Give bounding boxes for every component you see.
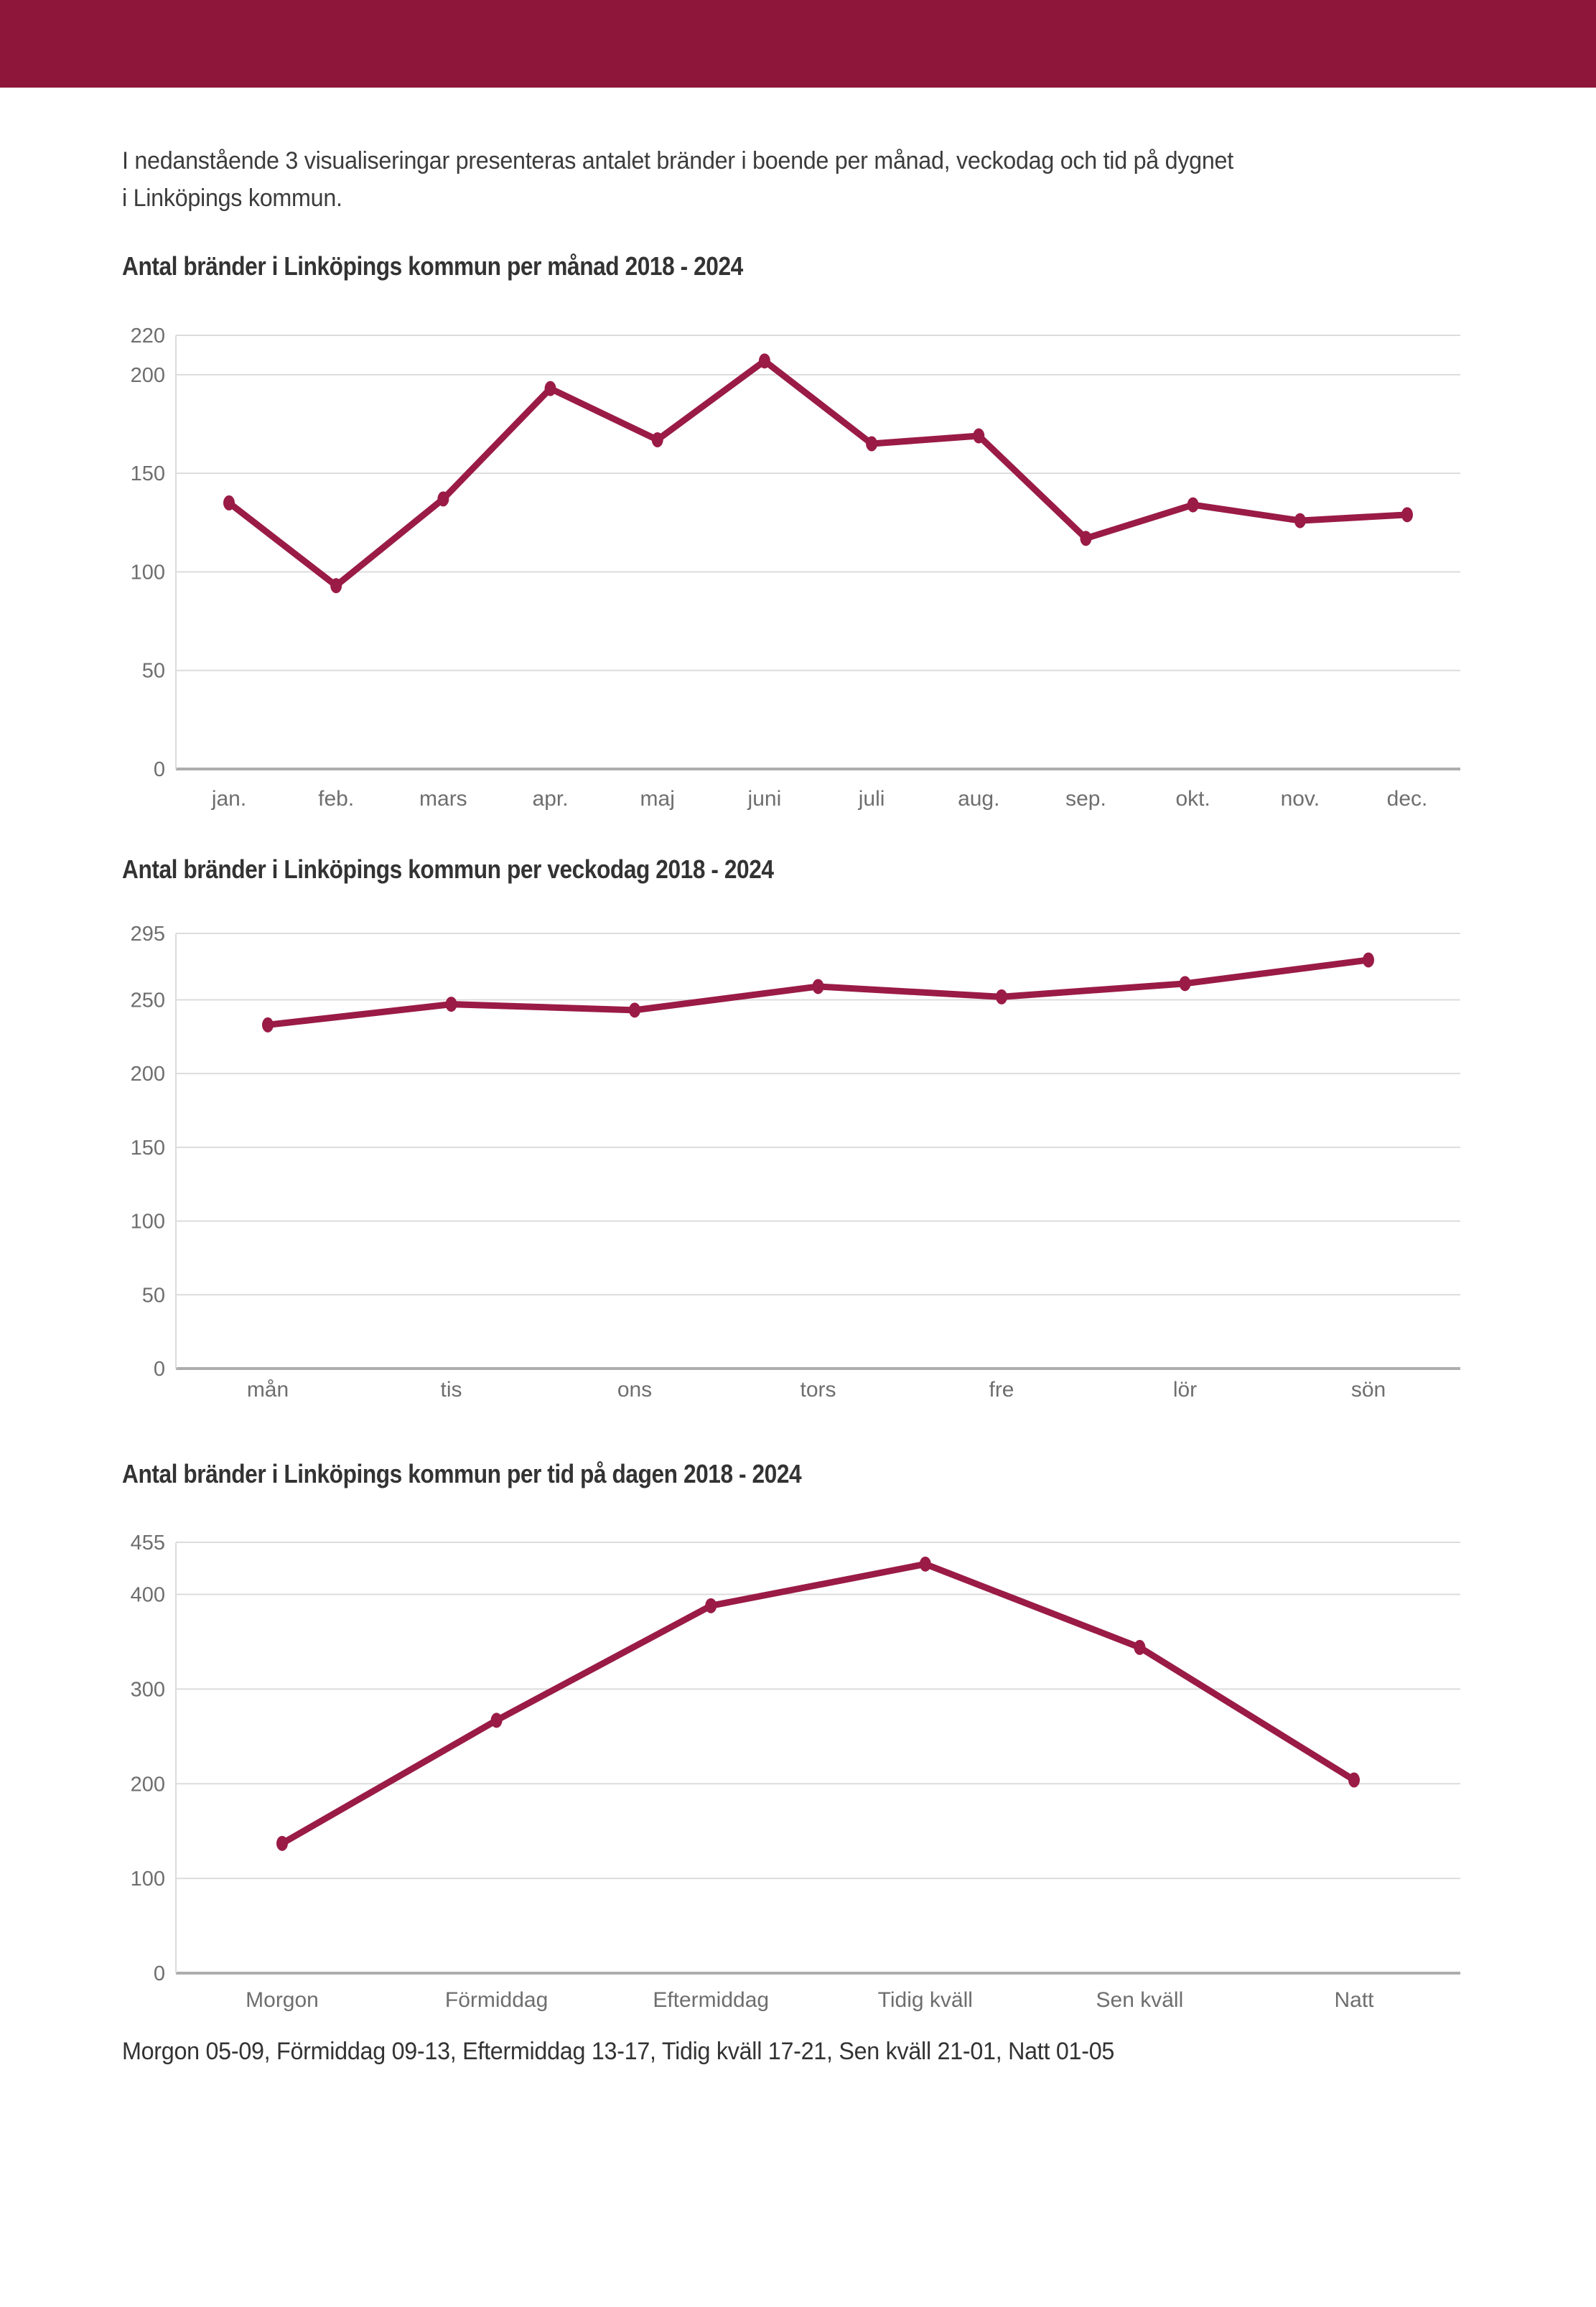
intro-line-2: i Linköpings kommun. [122, 185, 342, 212]
x-tick-label: aug. [958, 787, 999, 811]
intro-line-1: I nedanstående 3 visualiseringar present… [122, 147, 1233, 174]
time-of-day-line-chart: 0 100 200 300 400 455 Morgon Förmiddag Eftermidd… [131, 1532, 1460, 2012]
monthly-line-chart: 0 50 100 150 200 220 jan. feb. mars apr. maj juni ju… [131, 325, 1460, 811]
data-point [1080, 531, 1092, 546]
data-point [544, 381, 556, 396]
data-point [758, 353, 770, 369]
x-tick-label: ons [617, 1378, 652, 1402]
data-point [1294, 513, 1306, 528]
chart-title-weekday: Antal bränder i Linköpings kommun per ve… [122, 854, 774, 884]
y-tick-label: 295 [131, 923, 165, 946]
x-tick-label: apr. [533, 787, 569, 811]
x-tick-label: lör [1173, 1378, 1197, 1402]
y-tick-label: 200 [131, 1063, 165, 1086]
data-point [1363, 952, 1374, 968]
y-tick-label: 0 [154, 1358, 165, 1381]
x-tick-label: feb. [318, 787, 354, 811]
data-point [437, 491, 449, 507]
y-tick-label: 100 [131, 1211, 165, 1234]
x-tick-label: juni [747, 787, 782, 811]
x-tick-label: sep. [1065, 787, 1106, 811]
x-tick-label: Morgon [246, 1988, 319, 2012]
y-tick-label: 250 [131, 989, 165, 1012]
y-tick-label: 0 [154, 1962, 165, 1985]
time-ranges-note: Morgon 05-09, Förmiddag 09-13, Eftermidd… [122, 2038, 1115, 2065]
chart-title-time-of-day: Antal bränder i Linköpings kommun per ti… [122, 1459, 802, 1488]
data-point [1134, 1639, 1146, 1655]
x-tick-label: Förmiddag [445, 1988, 548, 2012]
y-tick-label: 400 [131, 1584, 165, 1607]
chart-title-monthly: Antal bränder i Linköpings kommun per må… [122, 251, 743, 281]
x-tick-label: jan. [211, 787, 246, 811]
data-point [1179, 976, 1191, 992]
y-tick-label: 220 [131, 325, 165, 348]
x-tick-label: Eftermiddag [653, 1988, 769, 2012]
x-tick-label: mars [419, 787, 467, 811]
data-point [1187, 497, 1199, 513]
intro-text: I nedanstående 3 visualiseringar present… [122, 142, 1233, 217]
y-tick-label: 50 [142, 660, 165, 683]
data-point [1401, 507, 1413, 523]
x-tick-label: okt. [1175, 787, 1210, 811]
data-point [996, 989, 1007, 1005]
y-tick-label: 100 [131, 1868, 165, 1891]
y-tick-label: 150 [131, 1137, 165, 1160]
x-tick-label: Tidig kväll [878, 1988, 973, 2012]
x-tick-label: tis [441, 1378, 462, 1402]
data-point [223, 495, 235, 511]
data-point [330, 578, 342, 594]
header-bar [0, 0, 1596, 88]
x-tick-label: mån [247, 1378, 289, 1402]
data-point [651, 432, 663, 448]
y-tick-label: 455 [131, 1532, 165, 1555]
x-tick-label: juli [858, 787, 885, 811]
y-tick-label: 200 [131, 364, 165, 387]
x-tick-label: nov. [1281, 787, 1320, 811]
x-tick-label: sön [1351, 1378, 1386, 1402]
y-tick-label: 300 [131, 1678, 165, 1701]
data-point [262, 1017, 274, 1033]
weekday-line-chart: 0 50 100 150 200 250 295 mån tis ons tors fre lör sön [131, 923, 1460, 1402]
y-tick-label: 100 [131, 561, 165, 584]
data-point [973, 428, 985, 444]
data-point [490, 1712, 503, 1728]
x-tick-label: maj [640, 787, 675, 811]
series-line [225, 358, 1411, 589]
x-tick-label: dec. [1387, 787, 1428, 811]
data-point [276, 1835, 288, 1851]
data-point [629, 1002, 640, 1018]
data-point [705, 1598, 717, 1613]
data-point [1348, 1772, 1360, 1788]
data-point [445, 997, 457, 1012]
x-tick-label: tors [800, 1378, 836, 1402]
series-line [279, 1560, 1358, 1847]
x-tick-label: Sen kväll [1096, 1988, 1184, 2012]
data-point [866, 436, 878, 452]
x-tick-label: fre [989, 1378, 1014, 1402]
y-tick-label: 200 [131, 1773, 165, 1796]
data-point [919, 1556, 931, 1572]
x-tick-label: Natt [1334, 1988, 1374, 2012]
y-tick-label: 150 [131, 462, 165, 485]
y-tick-label: 50 [142, 1284, 165, 1307]
y-tick-label: 0 [154, 758, 165, 781]
data-point [812, 979, 824, 994]
